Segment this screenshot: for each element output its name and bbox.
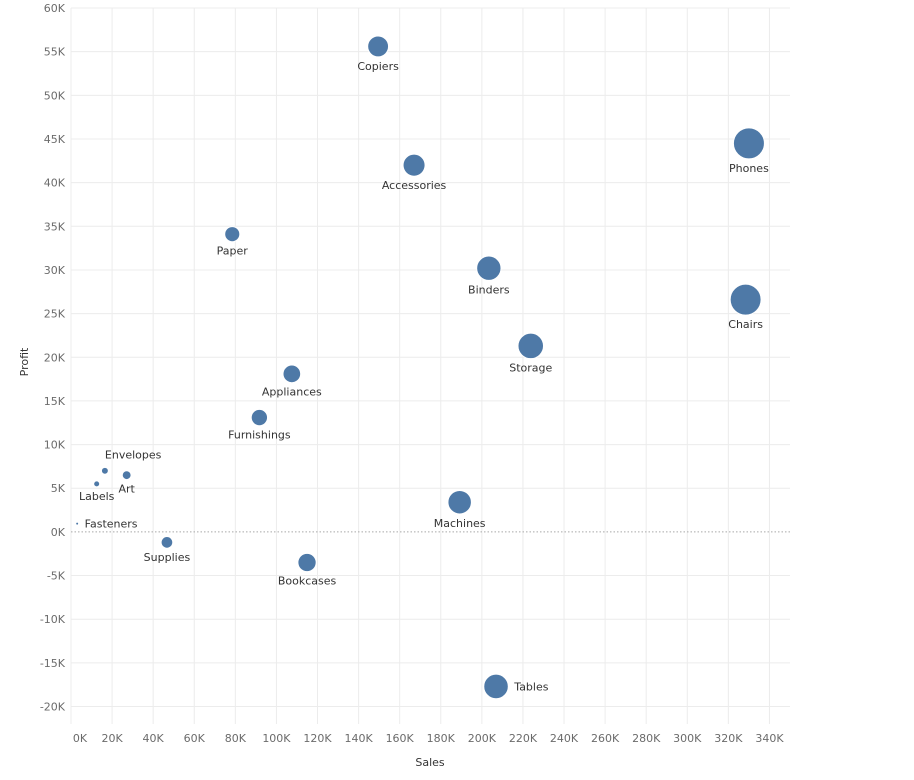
y-axis-title: Profit <box>18 347 31 376</box>
point-label-copiers: Copiers <box>357 60 399 73</box>
bubble-envelopes[interactable] <box>100 466 109 475</box>
point-label-fasteners: Fasteners <box>85 518 138 531</box>
x-tick-label: 260K <box>591 732 620 745</box>
axis-layer: 60K 55K 50K 45K 40K 35K 30K 25K 20K 15K 10K 5K 0K -5K… <box>40 2 785 745</box>
point-label-paper: Paper <box>217 245 249 258</box>
point-label-furnishings: Furnishings <box>228 429 291 442</box>
point-label-bookcases: Bookcases <box>278 575 337 588</box>
point-label-accessories: Accessories <box>382 179 447 192</box>
bubble-binders[interactable] <box>476 255 502 281</box>
x-tick-label: 220K <box>509 732 538 745</box>
bubble-art[interactable] <box>121 470 132 481</box>
point-label-tables: Tables <box>513 680 548 693</box>
labels-layer: Copiers Phones Accessories Paper Binders Chai… <box>79 60 769 694</box>
y-tick-label: 25K <box>44 308 66 321</box>
x-axis-title: Sales <box>415 756 445 769</box>
bubble-chairs[interactable] <box>729 283 762 316</box>
x-tick-label: 240K <box>550 732 579 745</box>
bubble-fasteners[interactable] <box>75 521 80 526</box>
grid-layer <box>70 7 790 724</box>
y-tick-label: 10K <box>44 439 66 452</box>
point-label-chairs: Chairs <box>728 318 763 331</box>
bubble-machines[interactable] <box>447 489 472 515</box>
y-tick-label: 20K <box>44 351 66 364</box>
bubble-appliances[interactable] <box>282 364 302 384</box>
point-label-art: Art <box>118 483 135 496</box>
y-tick-label: 50K <box>44 89 66 102</box>
y-tick-label: -15K <box>40 657 66 670</box>
x-tick-label: 60K <box>184 732 206 745</box>
x-tick-label: 120K <box>303 732 332 745</box>
x-tick-label: 20K <box>101 732 123 745</box>
x-tick-label: 200K <box>468 732 497 745</box>
x-tick-label: 40K <box>143 732 165 745</box>
bubble-furnishings[interactable] <box>250 408 269 427</box>
y-tick-label: 0K <box>51 526 66 539</box>
bubble-supplies[interactable] <box>160 536 174 549</box>
x-tick-label: 140K <box>344 732 373 745</box>
y-tick-label: 5K <box>51 482 66 495</box>
y-tick-label: -10K <box>40 613 66 626</box>
point-label-supplies: Supplies <box>144 551 191 564</box>
x-tick-label: 320K <box>714 732 743 745</box>
point-label-storage: Storage <box>509 362 552 375</box>
y-tick-label: -5K <box>47 570 66 583</box>
point-label-envelopes: Envelopes <box>105 448 162 461</box>
bubble-storage[interactable] <box>517 332 545 360</box>
y-tick-label: -20K <box>40 701 66 714</box>
point-label-labels: Labels <box>79 490 115 503</box>
point-label-appliances: Appliances <box>262 386 322 399</box>
y-tick-label: 15K <box>44 395 66 408</box>
bubble-tables[interactable] <box>483 673 509 700</box>
point-label-machines: Machines <box>434 517 486 530</box>
x-tick-label: 340K <box>755 732 784 745</box>
y-tick-label: 40K <box>44 177 66 190</box>
x-tick-label: 80K <box>225 732 247 745</box>
y-tick-label: 45K <box>44 133 66 146</box>
x-tick-label: 300K <box>673 732 702 745</box>
points-layer <box>75 35 765 700</box>
x-tick-label: 180K <box>427 732 456 745</box>
bubble-accessories[interactable] <box>402 153 426 177</box>
y-tick-label: 55K <box>44 46 66 59</box>
y-tick-label: 30K <box>44 264 66 277</box>
x-tick-label: 160K <box>386 732 415 745</box>
bubble-paper[interactable] <box>224 226 241 243</box>
x-tick-label: 100K <box>262 732 291 745</box>
point-label-binders: Binders <box>468 283 510 296</box>
y-tick-label: 60K <box>44 2 66 15</box>
bubble-copiers[interactable] <box>367 35 390 58</box>
point-label-phones: Phones <box>729 162 769 175</box>
bubble-bookcases[interactable] <box>297 552 317 573</box>
bubble-phones[interactable] <box>732 127 765 160</box>
x-tick-label: 0K <box>73 732 88 745</box>
y-tick-label: 35K <box>44 220 66 233</box>
bubble-labels[interactable] <box>93 480 101 488</box>
x-tick-label: 280K <box>632 732 661 745</box>
